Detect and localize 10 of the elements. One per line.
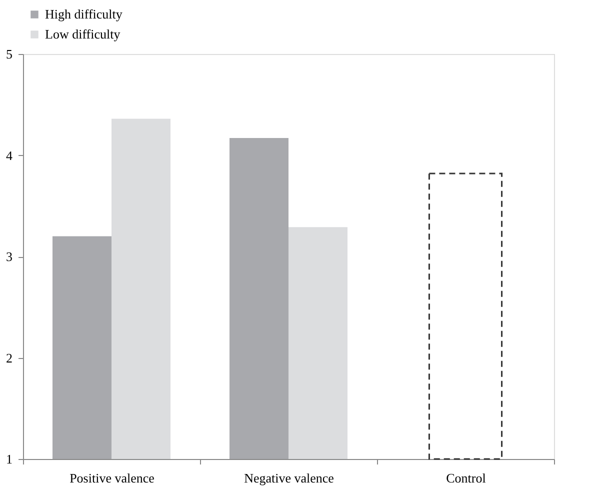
- x-tick-label: Negative valence: [244, 470, 334, 486]
- y-tick-label: 1: [6, 452, 12, 466]
- y-tick-label: 5: [6, 46, 12, 62]
- y-tick-label: 2: [6, 350, 12, 366]
- legend-label: Low difficulty: [45, 26, 121, 42]
- x-tick-label: Positive valence: [70, 470, 155, 486]
- legend-label: High difficulty: [45, 6, 123, 22]
- y-tick-label: 3: [6, 249, 12, 264]
- y-tick-label: 4: [6, 148, 13, 163]
- x-tick-label: Control: [446, 470, 486, 486]
